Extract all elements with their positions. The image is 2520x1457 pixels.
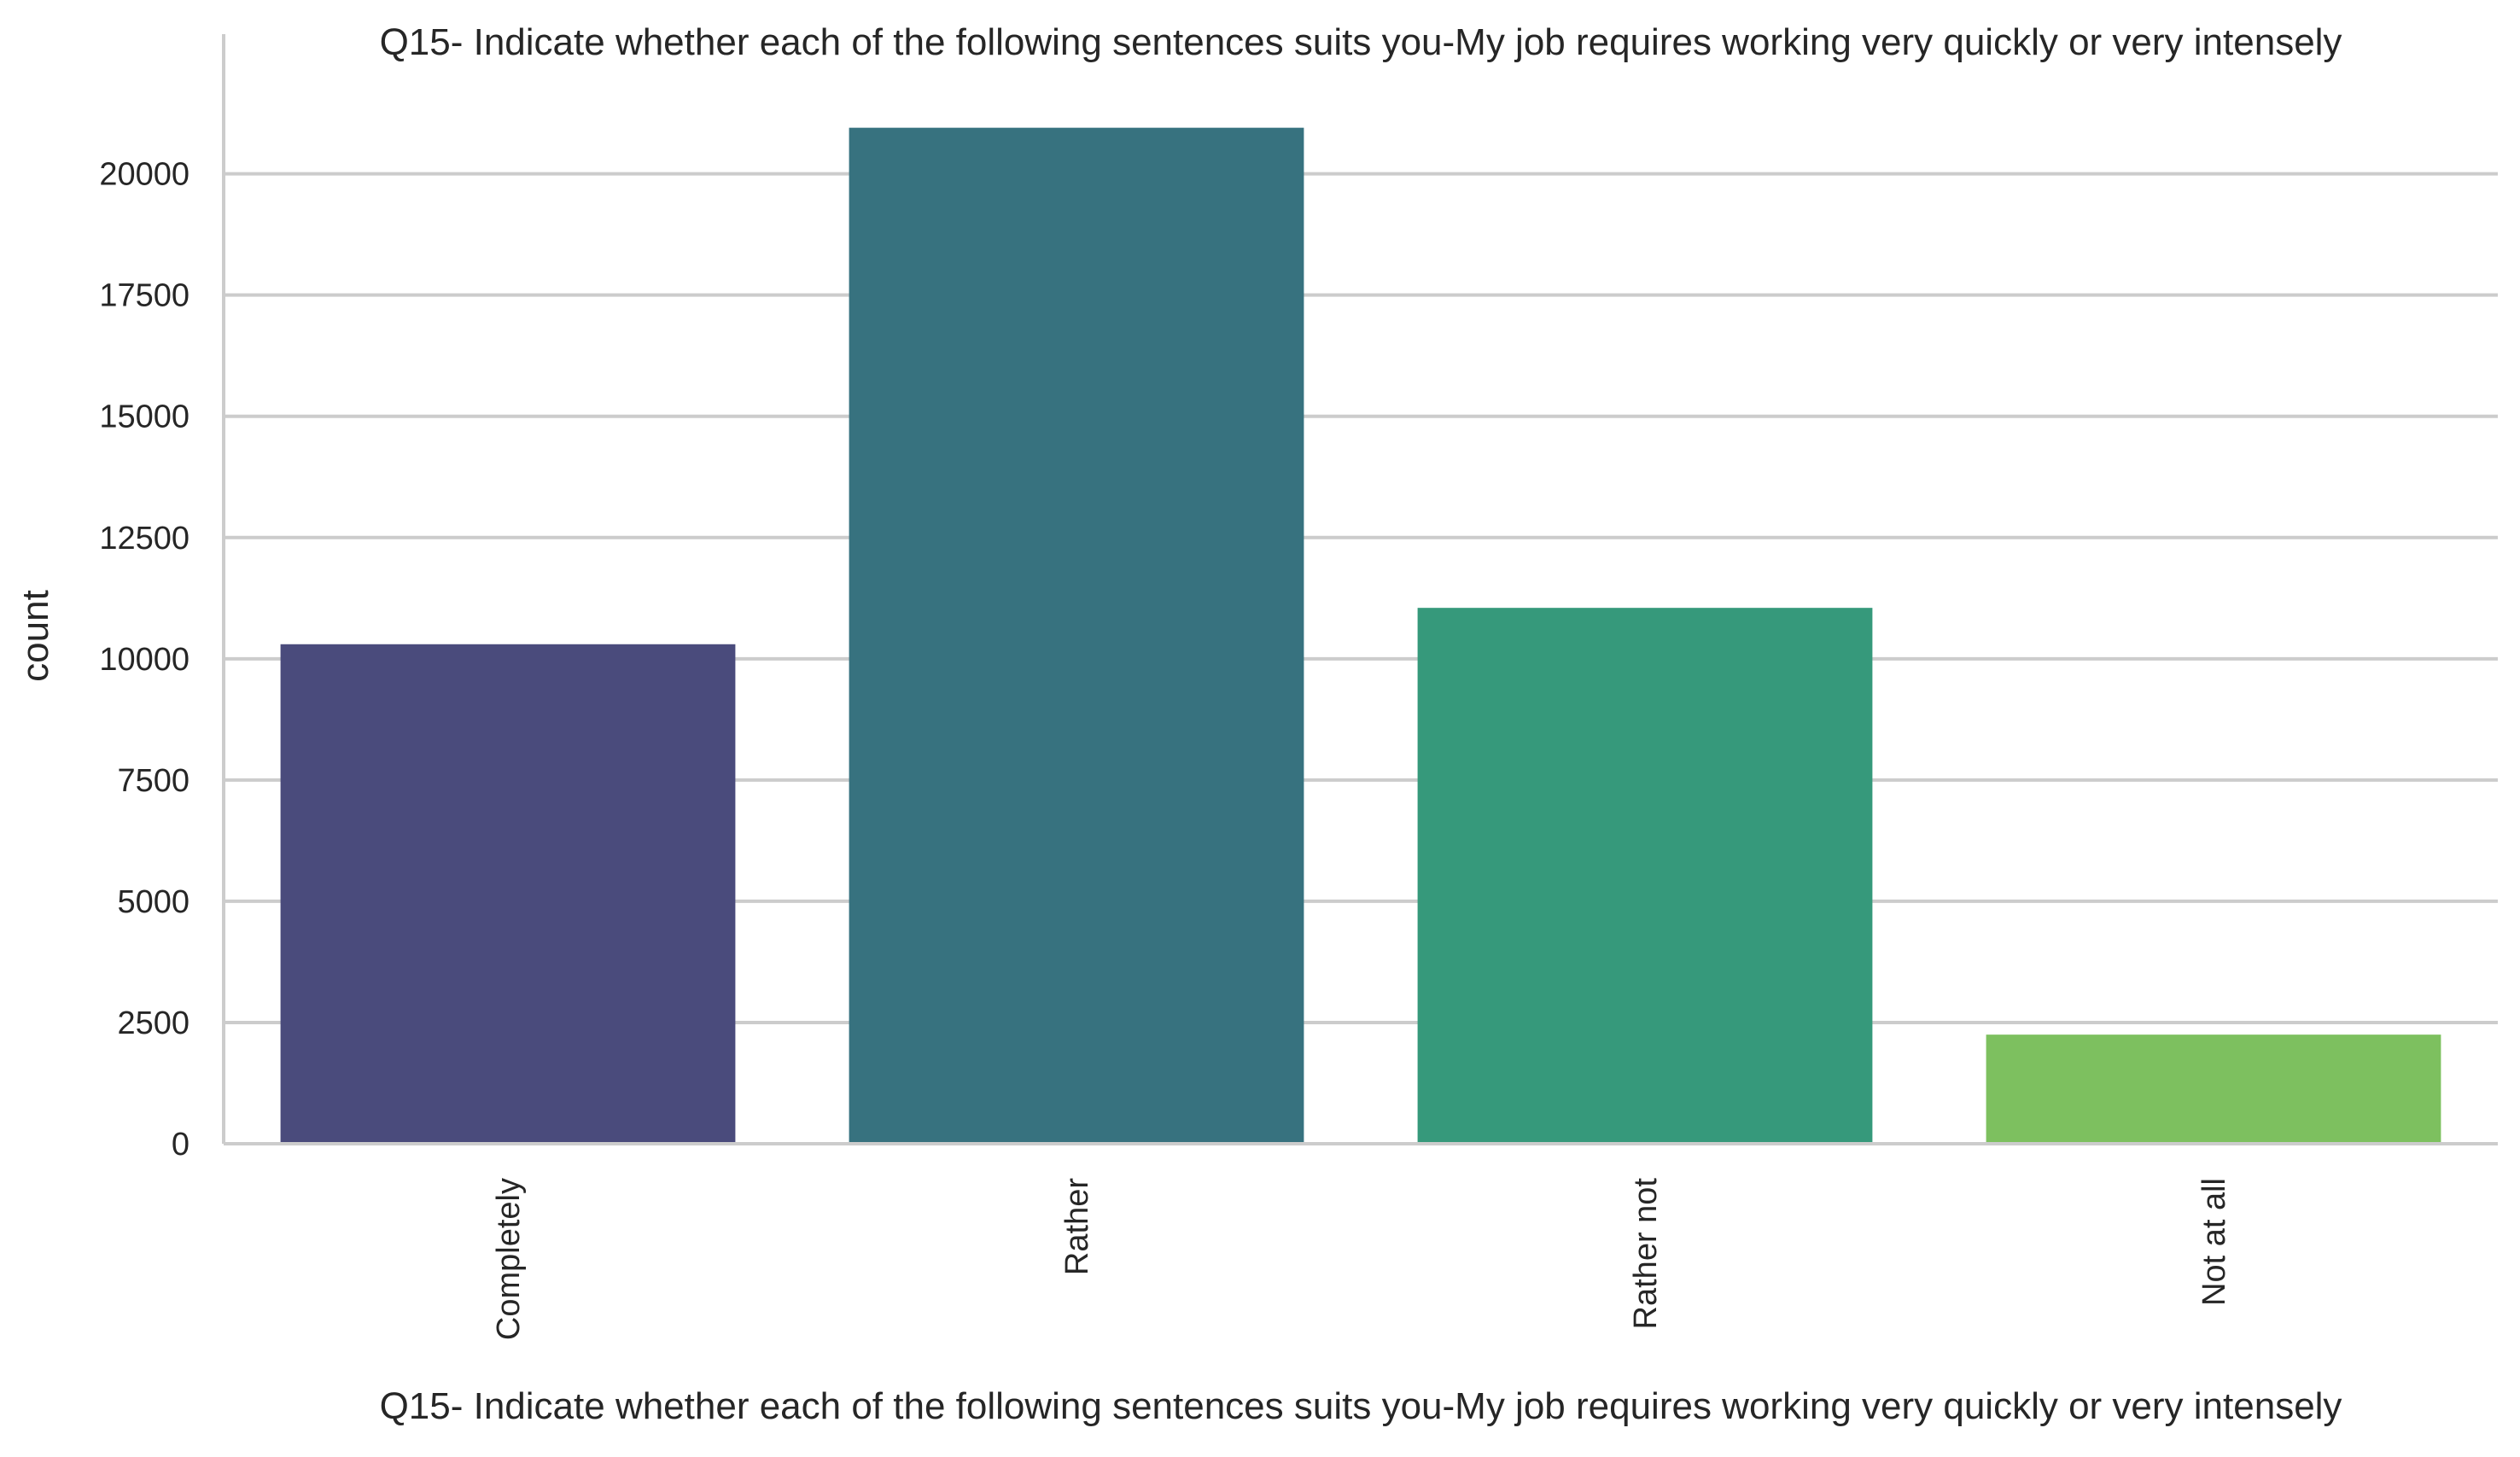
x-tick-label: Rather [1059, 1178, 1095, 1275]
y-tick-label: 7500 [117, 763, 190, 799]
x-tick-labels: Completely Rather Rather not Not at all [491, 1178, 2232, 1341]
y-tick-label: 20000 [99, 157, 190, 193]
y-tick-label: 5000 [117, 884, 190, 920]
y-tick-label: 0 [172, 1127, 190, 1163]
y-tick-label: 10000 [99, 642, 190, 678]
y-tick-labels: 0 2500 5000 7500 10000 12500 15000 17500 20000 [99, 157, 190, 1163]
chart-title: Q15- Indicate whether each of the follow… [380, 21, 2342, 63]
bar-completely [280, 644, 736, 1144]
x-tick-label: Rather not [1628, 1178, 1664, 1330]
x-tick-label: Completely [491, 1178, 527, 1340]
bar-not-at-all [1986, 1034, 2441, 1144]
y-tick-label: 15000 [99, 399, 190, 435]
y-axis-label: count [15, 590, 56, 682]
bars [280, 127, 2441, 1145]
bar-rather [849, 127, 1304, 1145]
axes [222, 34, 2498, 1145]
y-tick-label: 2500 [117, 1005, 190, 1041]
x-tick-label: Not at all [2196, 1178, 2232, 1306]
x-axis-label: Q15- Indicate whether each of the follow… [380, 1385, 2342, 1427]
y-tick-label: 17500 [99, 278, 190, 314]
y-tick-label: 12500 [99, 521, 190, 557]
bar-rather-not [1417, 608, 1873, 1144]
